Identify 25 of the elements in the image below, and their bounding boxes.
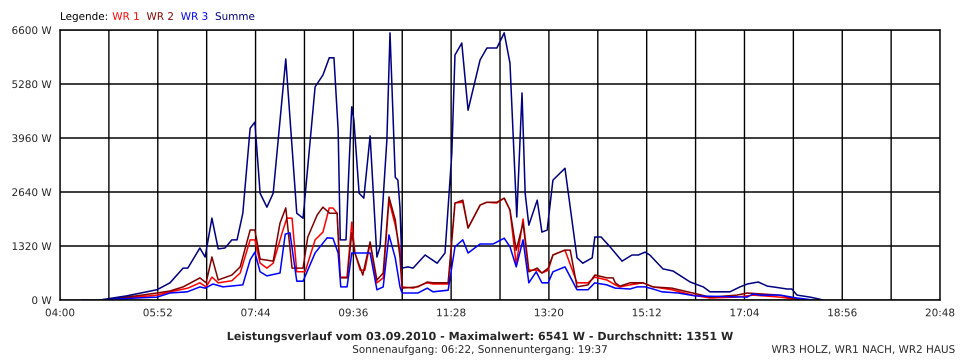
x-tick-label: 04:00	[46, 308, 74, 316]
text: WR 2	[146, 12, 173, 20]
x-tick-label: 15:12	[632, 308, 661, 316]
text: Leistungsverlauf vom 03.09.2010 - Maximalwert: 6541 W - Durchschnitt: 1351 W	[228, 332, 733, 342]
x-tick-label: 13:20	[535, 308, 564, 316]
text: Sonnenaufgang: 06:22, Sonnenuntergang: 19:37	[352, 344, 607, 356]
x-tick-label: 11:28	[437, 308, 466, 316]
y-tick-label: 1320 W	[12, 242, 52, 250]
x-tick-label: 17:04	[730, 308, 759, 316]
y-tick-label: 5280 W	[12, 80, 52, 88]
y-tick-label: 2640 W	[12, 188, 52, 196]
x-tick-label: 18:56	[828, 308, 857, 316]
y-tick-label: 6600 W	[12, 26, 52, 34]
x-tick-label: 07:44	[241, 308, 270, 316]
text: WR 3	[181, 12, 208, 20]
legend-title: Legende:	[61, 12, 107, 22]
y-tick-label: 0 W	[32, 296, 52, 304]
x-tick-label: 09:36	[339, 308, 368, 316]
text: WR3 HOLZ, WR1 NACH, WR2 HAUS	[772, 345, 955, 354]
text: Summe	[216, 12, 254, 20]
text: WR 1	[112, 12, 139, 20]
line-series	[80, 32, 824, 300]
y-tick-label: 3960 W	[12, 134, 52, 142]
x-tick-label: 20:48	[926, 308, 954, 316]
x-tick-label: 05:52	[143, 308, 172, 316]
